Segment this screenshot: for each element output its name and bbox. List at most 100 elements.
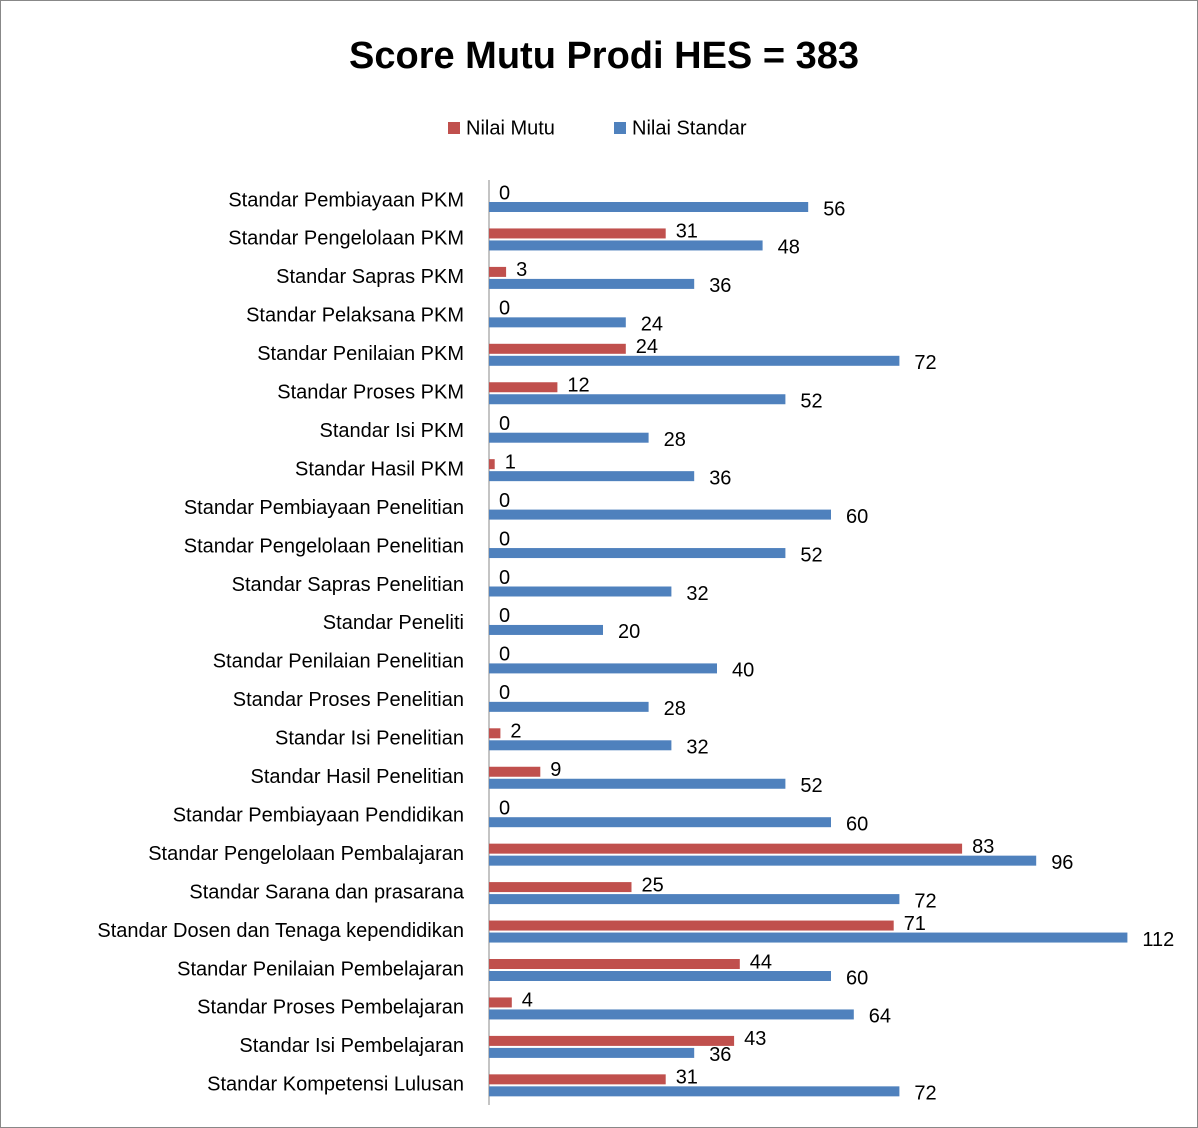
category-label: Standar Hasil PKM [295, 458, 464, 480]
value-label: 72 [914, 1083, 936, 1105]
value-label: 28 [664, 429, 686, 451]
bar [489, 278, 695, 289]
legend-label: Nilai Standar [632, 117, 747, 139]
bar [489, 701, 649, 712]
bar [489, 394, 786, 405]
bar [489, 343, 626, 354]
bar [489, 1009, 854, 1020]
value-label: 43 [744, 1028, 766, 1050]
value-label: 72 [914, 352, 936, 374]
bar [489, 586, 672, 597]
bar [489, 997, 512, 1008]
value-label: 32 [686, 583, 708, 605]
value-label: 24 [641, 314, 663, 336]
value-label: 28 [664, 698, 686, 720]
value-label: 0 [499, 797, 510, 819]
bar [489, 459, 495, 470]
bar [489, 432, 649, 443]
value-label: 0 [499, 644, 510, 666]
bar [489, 740, 672, 751]
value-label: 48 [778, 237, 800, 259]
bar [489, 778, 786, 789]
value-label: 0 [499, 413, 510, 435]
bar [489, 663, 717, 674]
value-label: 44 [750, 951, 772, 973]
bar [489, 971, 831, 981]
value-label: 0 [499, 605, 510, 627]
value-label: 36 [709, 467, 731, 489]
value-label: 31 [676, 1067, 698, 1089]
value-label: 112 [1142, 929, 1174, 951]
bar [489, 382, 558, 393]
value-label: 0 [499, 182, 510, 204]
category-label: Standar Hasil Penelitian [251, 766, 464, 788]
value-label: 56 [823, 198, 845, 220]
value-label: 32 [686, 737, 708, 759]
bar [489, 509, 831, 520]
bar [489, 548, 786, 559]
category-label: Standar Pembiayaan Pendidikan [173, 804, 464, 826]
category-label: Standar Pengelolaan Penelitian [184, 535, 464, 557]
value-label: 60 [846, 967, 868, 989]
bar [489, 855, 1037, 866]
value-label: 0 [499, 298, 510, 320]
category-label: Standar Dosen dan Tenaga kependidikan [97, 920, 464, 942]
value-label: 12 [567, 375, 589, 397]
value-label: 64 [869, 1006, 891, 1028]
value-label: 24 [636, 336, 658, 358]
value-label: 1 [505, 451, 516, 473]
bar [489, 266, 507, 277]
value-label: 20 [618, 621, 640, 643]
bar [489, 202, 809, 212]
bar [489, 766, 541, 777]
value-label: 40 [732, 660, 754, 682]
category-label: Standar Kompetensi Lulusan [207, 1074, 464, 1096]
category-label: Standar Penilaian Pembelajaran [177, 958, 464, 980]
value-label: 96 [1051, 852, 1073, 874]
bar [489, 471, 695, 482]
category-label: Standar Pengelolaan Pembalajaran [148, 843, 464, 865]
category-label: Standar Isi Pembelajaran [239, 1035, 464, 1057]
bar [489, 1074, 666, 1085]
bar [489, 240, 763, 251]
value-label: 52 [800, 775, 822, 797]
bar [489, 317, 626, 328]
bar [489, 932, 1128, 943]
bar [489, 894, 900, 905]
chart-title: Score Mutu Prodi HES = 383 [349, 35, 859, 77]
value-label: 52 [800, 544, 822, 566]
category-label: Standar Proses PKM [277, 382, 464, 404]
bar [489, 355, 900, 366]
legend-swatch [448, 122, 460, 134]
category-label: Standar Pembiayaan Penelitian [184, 497, 464, 519]
category-label: Standar Sapras Penelitian [232, 574, 464, 596]
bar [489, 817, 831, 828]
legend-swatch [614, 122, 626, 134]
value-label: 83 [972, 836, 994, 858]
value-label: 2 [510, 721, 521, 743]
value-label: 0 [499, 490, 510, 512]
category-label: Standar Pembiayaan PKM [228, 189, 464, 211]
category-label: Standar Isi PKM [319, 420, 464, 442]
bar [489, 882, 632, 893]
value-label: 71 [904, 913, 926, 935]
value-label: 0 [499, 567, 510, 589]
category-label: Standar Isi Penelitian [275, 728, 464, 750]
value-label: 60 [846, 506, 868, 528]
value-label: 36 [709, 275, 731, 297]
category-label: Standar Pengelolaan PKM [228, 228, 464, 250]
value-label: 0 [499, 528, 510, 550]
value-label: 72 [914, 890, 936, 912]
value-label: 3 [516, 259, 527, 281]
category-label: Standar Penilaian PKM [257, 343, 464, 365]
value-label: 36 [709, 1044, 731, 1066]
value-label: 25 [642, 874, 664, 896]
category-label: Standar Peneliti [323, 612, 464, 634]
bar [489, 228, 666, 239]
bar [489, 624, 603, 635]
bar [489, 1035, 735, 1046]
category-label: Standar Sapras PKM [276, 266, 464, 288]
category-label: Standar Sarana dan prasarana [189, 881, 465, 903]
value-label: 31 [676, 221, 698, 243]
category-label: Standar Pelaksana PKM [246, 305, 464, 327]
